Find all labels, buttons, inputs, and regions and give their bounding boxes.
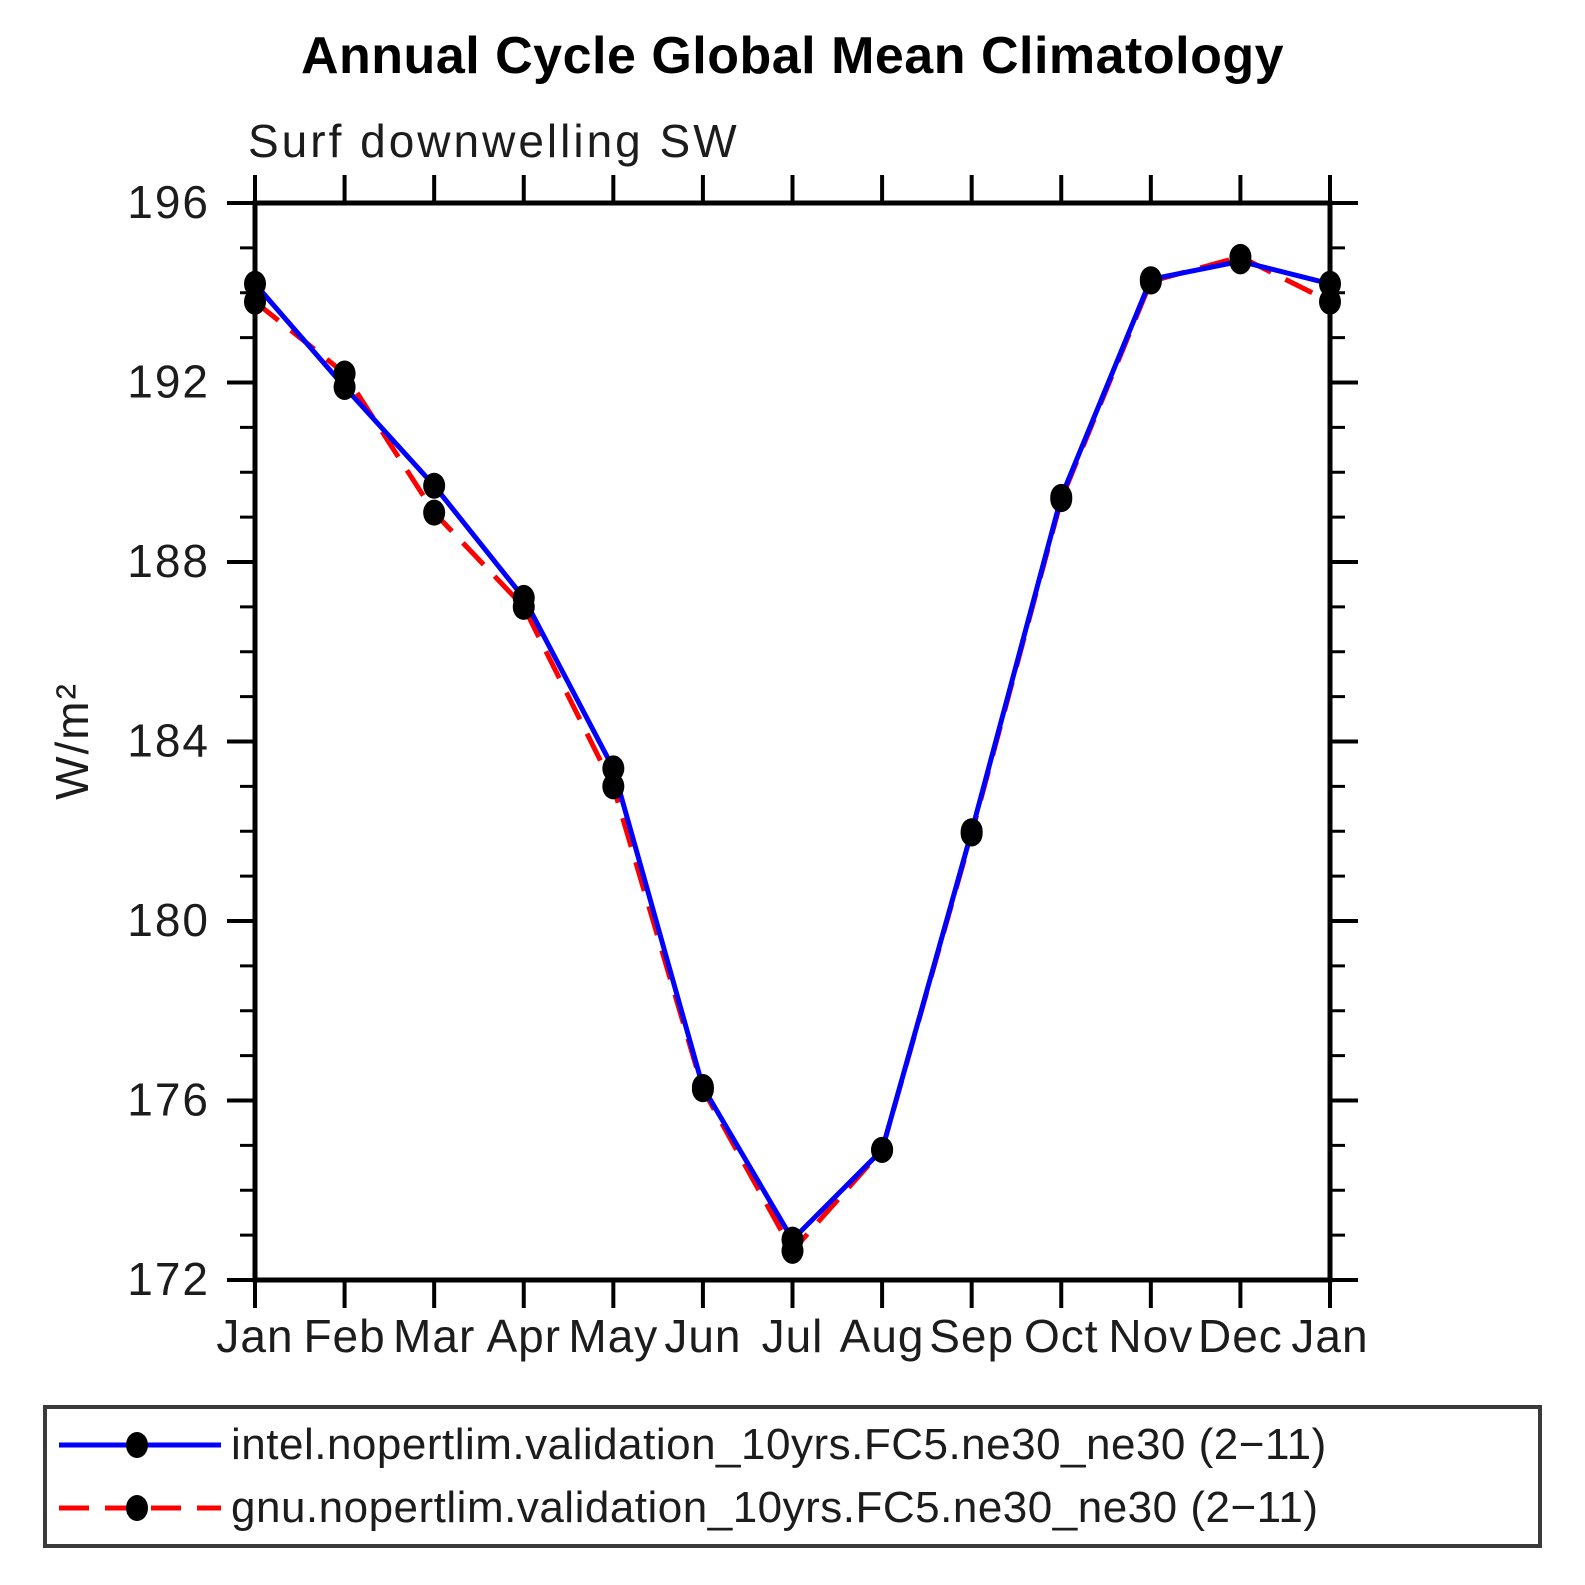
x-tick-label: Jul	[762, 1310, 824, 1362]
x-tick-label: Nov	[1108, 1310, 1193, 1362]
y-tick-label: 180	[127, 894, 210, 946]
data-point-intel	[781, 1226, 804, 1253]
data-point-gnu	[423, 499, 446, 526]
x-tick-label: May	[568, 1310, 658, 1362]
x-tick-label: Jan	[1291, 1310, 1368, 1362]
data-point-intel	[512, 584, 535, 611]
y-tick-label: 176	[127, 1074, 210, 1126]
legend-line-sample-intel	[59, 1431, 221, 1458]
legend-item-intel: intel.nopertlim.validation_10yrs.FC5.ne3…	[55, 1417, 1538, 1473]
data-point-intel	[1229, 248, 1252, 275]
data-point-gnu	[244, 288, 266, 315]
data-point-intel	[960, 818, 983, 845]
data-point-intel	[691, 1074, 714, 1101]
series-line-gnu	[253, 254, 1332, 1256]
series-line-intel	[253, 258, 1331, 1244]
chart-subtitle: Surf downwelling SW	[248, 115, 740, 167]
data-point-intel	[602, 755, 625, 782]
y-tick-label: 192	[127, 356, 210, 408]
y-tick-label: 184	[127, 715, 210, 767]
data-point-intel	[244, 270, 266, 297]
x-tick-label: Aug	[840, 1310, 925, 1362]
data-point-intel	[423, 472, 446, 499]
x-tick-label: Oct	[1024, 1310, 1099, 1362]
legend-label-intel: intel.nopertlim.validation_10yrs.FC5.ne3…	[231, 1419, 1327, 1469]
y-axis-label: W/m²	[46, 682, 98, 800]
x-tick-label: Jan	[216, 1310, 293, 1362]
data-point-gnu	[1319, 288, 1341, 315]
x-tick-label: Jun	[664, 1310, 741, 1362]
data-point-intel	[1139, 266, 1162, 293]
chart-title: Annual Cycle Global Mean Climatology	[300, 27, 1285, 85]
legend-marker-intel	[126, 1431, 148, 1458]
legend-item-gnu: gnu.nopertlim.validation_10yrs.FC5.ne30_…	[55, 1480, 1538, 1536]
x-tick-label: Sep	[929, 1310, 1014, 1362]
data-point-intel	[871, 1136, 894, 1163]
legend-box: intel.nopertlim.validation_10yrs.FC5.ne3…	[43, 1405, 1542, 1548]
legend-line-sample-gnu	[59, 1495, 221, 1522]
y-tick-label: 188	[127, 535, 210, 587]
x-tick-label: Feb	[303, 1310, 385, 1362]
x-tick-label: Dec	[1198, 1310, 1283, 1362]
plot-frame	[252, 200, 1333, 1283]
y-tick-label: 172	[127, 1253, 210, 1305]
data-point-intel	[1319, 270, 1341, 297]
y-tick-label: 196	[127, 176, 210, 228]
x-tick-label: Mar	[393, 1310, 475, 1362]
legend-label-gnu: gnu.nopertlim.validation_10yrs.FC5.ne30_…	[231, 1483, 1319, 1533]
data-point-intel	[333, 373, 356, 400]
data-point-intel	[1050, 483, 1073, 510]
data-point-gnu	[602, 773, 625, 800]
x-tick-label: Apr	[486, 1310, 561, 1362]
legend-marker-gnu	[126, 1495, 148, 1522]
